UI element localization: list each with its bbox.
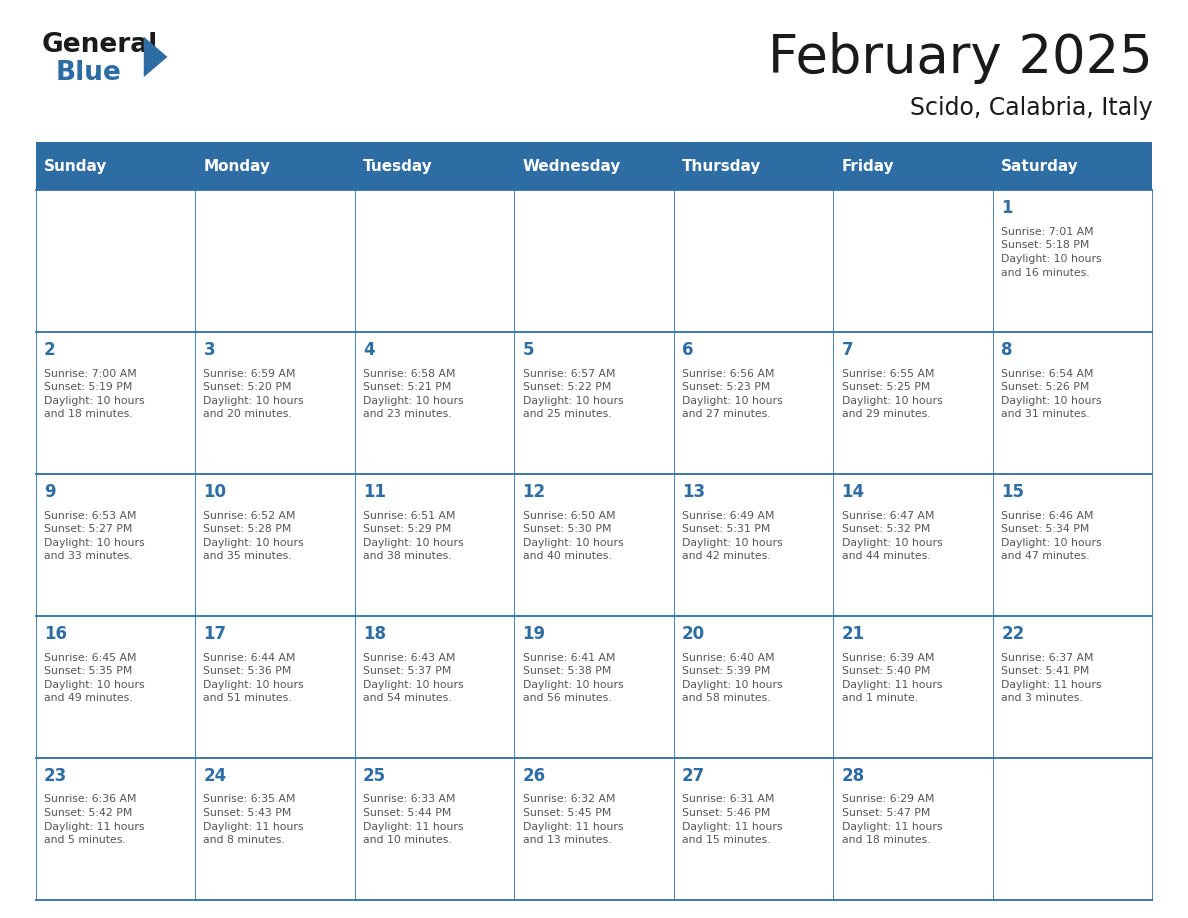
Text: Sunrise: 6:47 AM
Sunset: 5:32 PM
Daylight: 10 hours
and 44 minutes.: Sunrise: 6:47 AM Sunset: 5:32 PM Dayligh… bbox=[841, 510, 942, 562]
Bar bbox=[993, 142, 1152, 190]
Text: 2: 2 bbox=[44, 341, 56, 359]
Text: Sunrise: 6:44 AM
Sunset: 5:36 PM
Daylight: 10 hours
and 51 minutes.: Sunrise: 6:44 AM Sunset: 5:36 PM Dayligh… bbox=[203, 653, 304, 703]
Text: Sunrise: 6:39 AM
Sunset: 5:40 PM
Daylight: 11 hours
and 1 minute.: Sunrise: 6:39 AM Sunset: 5:40 PM Dayligh… bbox=[841, 653, 942, 703]
Text: Sunrise: 6:46 AM
Sunset: 5:34 PM
Daylight: 10 hours
and 47 minutes.: Sunrise: 6:46 AM Sunset: 5:34 PM Dayligh… bbox=[1001, 510, 1101, 562]
Text: Friday: Friday bbox=[841, 159, 895, 174]
Text: Blue: Blue bbox=[56, 60, 121, 85]
Text: Saturday: Saturday bbox=[1001, 159, 1079, 174]
Text: 27: 27 bbox=[682, 767, 706, 785]
Text: Sunrise: 6:37 AM
Sunset: 5:41 PM
Daylight: 11 hours
and 3 minutes.: Sunrise: 6:37 AM Sunset: 5:41 PM Dayligh… bbox=[1001, 653, 1101, 703]
Text: Sunrise: 6:45 AM
Sunset: 5:35 PM
Daylight: 10 hours
and 49 minutes.: Sunrise: 6:45 AM Sunset: 5:35 PM Dayligh… bbox=[44, 653, 145, 703]
Text: 11: 11 bbox=[364, 483, 386, 501]
Text: Sunrise: 6:53 AM
Sunset: 5:27 PM
Daylight: 10 hours
and 33 minutes.: Sunrise: 6:53 AM Sunset: 5:27 PM Dayligh… bbox=[44, 510, 145, 562]
Bar bbox=[674, 142, 833, 190]
Text: Sunrise: 7:01 AM
Sunset: 5:18 PM
Daylight: 10 hours
and 16 minutes.: Sunrise: 7:01 AM Sunset: 5:18 PM Dayligh… bbox=[1001, 227, 1101, 277]
Text: Sunrise: 6:33 AM
Sunset: 5:44 PM
Daylight: 11 hours
and 10 minutes.: Sunrise: 6:33 AM Sunset: 5:44 PM Dayligh… bbox=[364, 794, 463, 845]
Text: 7: 7 bbox=[841, 341, 853, 359]
Text: 17: 17 bbox=[203, 625, 227, 643]
Text: Sunrise: 6:58 AM
Sunset: 5:21 PM
Daylight: 10 hours
and 23 minutes.: Sunrise: 6:58 AM Sunset: 5:21 PM Dayligh… bbox=[364, 369, 463, 420]
Text: 1: 1 bbox=[1001, 199, 1012, 218]
Text: 25: 25 bbox=[364, 767, 386, 785]
Text: Sunrise: 6:35 AM
Sunset: 5:43 PM
Daylight: 11 hours
and 8 minutes.: Sunrise: 6:35 AM Sunset: 5:43 PM Dayligh… bbox=[203, 794, 304, 845]
Text: 22: 22 bbox=[1001, 625, 1024, 643]
Text: Sunrise: 6:50 AM
Sunset: 5:30 PM
Daylight: 10 hours
and 40 minutes.: Sunrise: 6:50 AM Sunset: 5:30 PM Dayligh… bbox=[523, 510, 624, 562]
Text: Scido, Calabria, Italy: Scido, Calabria, Italy bbox=[910, 96, 1152, 120]
Bar bbox=[195, 142, 355, 190]
Text: 19: 19 bbox=[523, 625, 545, 643]
Text: Wednesday: Wednesday bbox=[523, 159, 621, 174]
Text: Sunrise: 6:40 AM
Sunset: 5:39 PM
Daylight: 10 hours
and 58 minutes.: Sunrise: 6:40 AM Sunset: 5:39 PM Dayligh… bbox=[682, 653, 783, 703]
Text: Sunrise: 6:29 AM
Sunset: 5:47 PM
Daylight: 11 hours
and 18 minutes.: Sunrise: 6:29 AM Sunset: 5:47 PM Dayligh… bbox=[841, 794, 942, 845]
Bar bbox=[514, 142, 674, 190]
Text: Thursday: Thursday bbox=[682, 159, 762, 174]
Text: 3: 3 bbox=[203, 341, 215, 359]
Text: Sunrise: 6:43 AM
Sunset: 5:37 PM
Daylight: 10 hours
and 54 minutes.: Sunrise: 6:43 AM Sunset: 5:37 PM Dayligh… bbox=[364, 653, 463, 703]
Text: Sunrise: 6:57 AM
Sunset: 5:22 PM
Daylight: 10 hours
and 25 minutes.: Sunrise: 6:57 AM Sunset: 5:22 PM Dayligh… bbox=[523, 369, 624, 420]
Text: General: General bbox=[42, 32, 158, 58]
Text: Tuesday: Tuesday bbox=[364, 159, 432, 174]
Text: Sunrise: 6:36 AM
Sunset: 5:42 PM
Daylight: 11 hours
and 5 minutes.: Sunrise: 6:36 AM Sunset: 5:42 PM Dayligh… bbox=[44, 794, 145, 845]
Text: 4: 4 bbox=[364, 341, 374, 359]
Text: 12: 12 bbox=[523, 483, 545, 501]
Text: Sunrise: 7:00 AM
Sunset: 5:19 PM
Daylight: 10 hours
and 18 minutes.: Sunrise: 7:00 AM Sunset: 5:19 PM Dayligh… bbox=[44, 369, 145, 420]
Text: 5: 5 bbox=[523, 341, 535, 359]
Text: Sunrise: 6:51 AM
Sunset: 5:29 PM
Daylight: 10 hours
and 38 minutes.: Sunrise: 6:51 AM Sunset: 5:29 PM Dayligh… bbox=[364, 510, 463, 562]
Text: 10: 10 bbox=[203, 483, 227, 501]
Polygon shape bbox=[144, 37, 168, 77]
Text: 14: 14 bbox=[841, 483, 865, 501]
Text: Sunrise: 6:52 AM
Sunset: 5:28 PM
Daylight: 10 hours
and 35 minutes.: Sunrise: 6:52 AM Sunset: 5:28 PM Dayligh… bbox=[203, 510, 304, 562]
Text: 21: 21 bbox=[841, 625, 865, 643]
Text: 9: 9 bbox=[44, 483, 56, 501]
Bar bbox=[833, 142, 993, 190]
Text: 6: 6 bbox=[682, 341, 694, 359]
Text: 13: 13 bbox=[682, 483, 706, 501]
Text: Sunrise: 6:56 AM
Sunset: 5:23 PM
Daylight: 10 hours
and 27 minutes.: Sunrise: 6:56 AM Sunset: 5:23 PM Dayligh… bbox=[682, 369, 783, 420]
Text: 18: 18 bbox=[364, 625, 386, 643]
Text: 20: 20 bbox=[682, 625, 706, 643]
Text: 16: 16 bbox=[44, 625, 67, 643]
Text: Sunday: Sunday bbox=[44, 159, 107, 174]
Text: 28: 28 bbox=[841, 767, 865, 785]
Text: 23: 23 bbox=[44, 767, 68, 785]
Text: Sunrise: 6:32 AM
Sunset: 5:45 PM
Daylight: 11 hours
and 13 minutes.: Sunrise: 6:32 AM Sunset: 5:45 PM Dayligh… bbox=[523, 794, 623, 845]
Text: Sunrise: 6:31 AM
Sunset: 5:46 PM
Daylight: 11 hours
and 15 minutes.: Sunrise: 6:31 AM Sunset: 5:46 PM Dayligh… bbox=[682, 794, 783, 845]
Text: Sunrise: 6:41 AM
Sunset: 5:38 PM
Daylight: 10 hours
and 56 minutes.: Sunrise: 6:41 AM Sunset: 5:38 PM Dayligh… bbox=[523, 653, 624, 703]
Text: Sunrise: 6:49 AM
Sunset: 5:31 PM
Daylight: 10 hours
and 42 minutes.: Sunrise: 6:49 AM Sunset: 5:31 PM Dayligh… bbox=[682, 510, 783, 562]
Text: Sunrise: 6:54 AM
Sunset: 5:26 PM
Daylight: 10 hours
and 31 minutes.: Sunrise: 6:54 AM Sunset: 5:26 PM Dayligh… bbox=[1001, 369, 1101, 420]
Text: 15: 15 bbox=[1001, 483, 1024, 501]
Text: 24: 24 bbox=[203, 767, 227, 785]
Bar bbox=[355, 142, 514, 190]
Text: Monday: Monday bbox=[203, 159, 271, 174]
Text: Sunrise: 6:59 AM
Sunset: 5:20 PM
Daylight: 10 hours
and 20 minutes.: Sunrise: 6:59 AM Sunset: 5:20 PM Dayligh… bbox=[203, 369, 304, 420]
Text: 26: 26 bbox=[523, 767, 545, 785]
Text: 8: 8 bbox=[1001, 341, 1012, 359]
Bar bbox=[36, 142, 195, 190]
Text: February 2025: February 2025 bbox=[767, 32, 1152, 84]
Text: Sunrise: 6:55 AM
Sunset: 5:25 PM
Daylight: 10 hours
and 29 minutes.: Sunrise: 6:55 AM Sunset: 5:25 PM Dayligh… bbox=[841, 369, 942, 420]
